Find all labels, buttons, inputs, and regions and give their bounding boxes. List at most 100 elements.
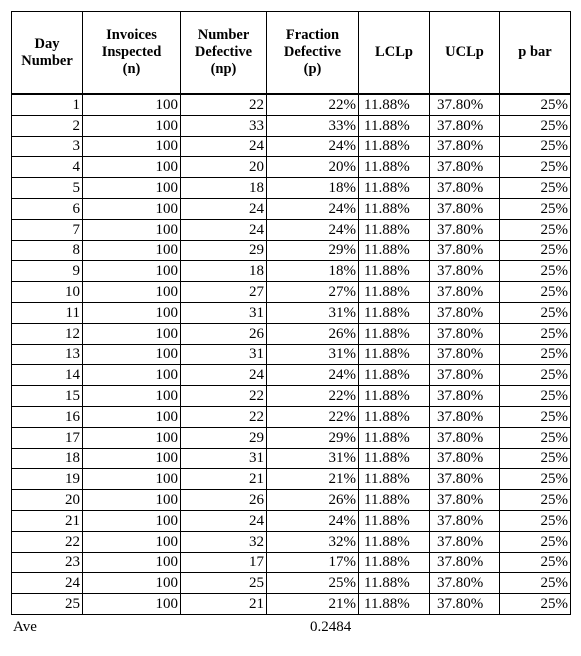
- table-row: 10 100 27 27% 11.88% 37.80% 25%: [11, 281, 571, 303]
- day-number-cell: 6: [11, 197, 83, 220]
- p-bar-cell: 25%: [499, 92, 571, 116]
- lclp-cell: 11.88%: [358, 572, 430, 595]
- uclp-cell: 37.80%: [429, 156, 500, 179]
- table-row: 5 100 18 18% 11.88% 37.80% 25%: [11, 177, 571, 199]
- p-bar-cell: 25%: [499, 343, 571, 366]
- fraction-defective-cell: 18%: [266, 260, 359, 283]
- header-line: Number: [21, 52, 73, 69]
- p-bar-cell: 25%: [499, 260, 571, 283]
- fraction-defective-cell: 22%: [266, 405, 359, 428]
- invoices-inspected-cell: 100: [82, 177, 181, 199]
- uclp-cell: 37.80%: [429, 322, 500, 345]
- header-line: (n): [122, 61, 141, 77]
- uclp-cell: 37.80%: [429, 364, 500, 387]
- invoices-inspected-cell: 100: [82, 322, 181, 345]
- number-defective-cell: 29: [180, 426, 267, 449]
- lclp-cell: 11.88%: [358, 426, 430, 449]
- fraction-defective-cell: 18%: [266, 177, 359, 199]
- p-bar-cell: 25%: [499, 301, 571, 324]
- invoices-inspected-cell: 100: [82, 156, 181, 179]
- lclp-cell: 11.88%: [358, 509, 430, 532]
- invoices-inspected-cell: 100: [82, 572, 181, 595]
- uclp-cell: 37.80%: [429, 260, 500, 283]
- table-row: 20 100 26 26% 11.88% 37.80% 25%: [11, 489, 571, 511]
- number-defective-cell: 20: [180, 156, 267, 179]
- number-defective-cell: 31: [180, 343, 267, 366]
- average-label: Ave: [13, 619, 37, 635]
- fraction-defective-cell: 26%: [266, 322, 359, 345]
- table-row: 3 100 24 24% 11.88% 37.80% 25%: [11, 135, 571, 158]
- day-number-cell: 11: [11, 301, 83, 324]
- uclp-cell: 37.80%: [429, 281, 500, 303]
- number-defective-cell: 29: [180, 239, 267, 262]
- fraction-defective-cell: 24%: [266, 218, 359, 241]
- day-number-cell: 5: [11, 177, 83, 199]
- p-chart-data-table: Day Number Invoices Inspected (n) Number Defec…: [11, 11, 571, 615]
- fraction-defective-cell: 22%: [266, 92, 359, 116]
- header-line: Defective: [283, 44, 342, 60]
- day-number-cell: 21: [11, 509, 83, 532]
- number-defective-cell: 27: [180, 281, 267, 303]
- fraction-defective-cell: 29%: [266, 239, 359, 262]
- table-row: 1 100 22 22% 11.88% 37.80% 25%: [11, 92, 571, 116]
- day-number-cell: 4: [11, 156, 83, 179]
- table-row: 2 100 33 33% 11.88% 37.80% 25%: [11, 114, 571, 137]
- header-line: LCLp: [375, 44, 413, 60]
- table-row: 14 100 24 24% 11.88% 37.80% 25%: [11, 364, 571, 387]
- p-bar-cell: 25%: [499, 489, 571, 511]
- day-number-cell: 2: [11, 114, 83, 137]
- lclp-cell: 11.88%: [358, 364, 430, 387]
- header-line: (p): [303, 61, 322, 77]
- lclp-cell: 11.88%: [358, 114, 430, 137]
- day-number-cell: 24: [11, 572, 83, 595]
- p-bar-cell: 25%: [499, 156, 571, 179]
- header-p-bar: p bar: [499, 11, 571, 95]
- p-bar-cell: 25%: [499, 509, 571, 532]
- table-row: 21 100 24 24% 11.88% 37.80% 25%: [11, 509, 571, 532]
- invoices-inspected-cell: 100: [82, 301, 181, 324]
- lclp-cell: 11.88%: [358, 239, 430, 262]
- fraction-defective-cell: 29%: [266, 426, 359, 449]
- uclp-cell: 37.80%: [429, 489, 500, 511]
- fraction-defective-cell: 33%: [266, 114, 359, 137]
- number-defective-cell: 18: [180, 177, 267, 199]
- fraction-defective-cell: 26%: [266, 489, 359, 511]
- lclp-cell: 11.88%: [358, 197, 430, 220]
- uclp-cell: 37.80%: [429, 509, 500, 532]
- table-row: 22 100 32 32% 11.88% 37.80% 25%: [11, 530, 571, 553]
- invoices-inspected-cell: 100: [82, 114, 181, 137]
- uclp-cell: 37.80%: [429, 218, 500, 241]
- number-defective-cell: 32: [180, 530, 267, 553]
- day-number-cell: 25: [11, 593, 83, 615]
- lclp-cell: 11.88%: [358, 405, 430, 428]
- day-number-cell: 12: [11, 322, 83, 345]
- lclp-cell: 11.88%: [358, 322, 430, 345]
- day-number-cell: 18: [11, 447, 83, 470]
- invoices-inspected-cell: 100: [82, 551, 181, 574]
- day-number-cell: 15: [11, 385, 83, 407]
- header-uclp: UCLp: [429, 11, 500, 95]
- header-line: (np): [210, 61, 237, 77]
- p-bar-cell: 25%: [499, 447, 571, 470]
- lclp-cell: 11.88%: [358, 468, 430, 491]
- number-defective-cell: 22: [180, 385, 267, 407]
- table-row: 6 100 24 24% 11.88% 37.80% 25%: [11, 197, 571, 220]
- p-bar-cell: 25%: [499, 197, 571, 220]
- lclp-cell: 11.88%: [358, 447, 430, 470]
- header-line: Day: [34, 35, 60, 52]
- day-number-cell: 17: [11, 426, 83, 449]
- table-row: 13 100 31 31% 11.88% 37.80% 25%: [11, 343, 571, 366]
- invoices-inspected-cell: 100: [82, 509, 181, 532]
- day-number-cell: 23: [11, 551, 83, 574]
- fraction-defective-cell: 24%: [266, 197, 359, 220]
- day-number-cell: 3: [11, 135, 83, 158]
- table-row: 19 100 21 21% 11.88% 37.80% 25%: [11, 468, 571, 491]
- invoices-inspected-cell: 100: [82, 426, 181, 449]
- day-number-cell: 10: [11, 281, 83, 303]
- table-row: 12 100 26 26% 11.88% 37.80% 25%: [11, 322, 571, 345]
- p-bar-cell: 25%: [499, 593, 571, 615]
- day-number-cell: 7: [11, 218, 83, 241]
- p-bar-cell: 25%: [499, 114, 571, 137]
- day-number-cell: 22: [11, 530, 83, 553]
- invoices-inspected-cell: 100: [82, 364, 181, 387]
